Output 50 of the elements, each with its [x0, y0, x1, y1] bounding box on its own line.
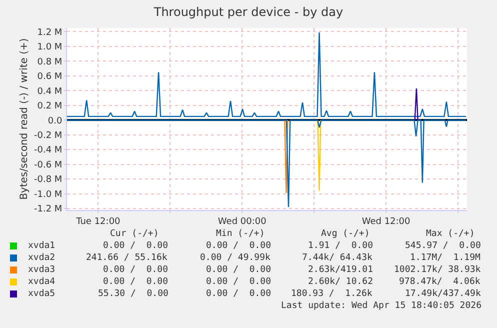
text: Max (-/+) — [426, 229, 475, 239]
text: Last update: Wed Apr 15 18:40:05 2026 — [281, 301, 482, 311]
y-tick-label: -0.6 M — [34, 160, 62, 170]
text: 1.91 / 0.00 — [308, 241, 374, 251]
text: 1002.17k/ 38.93k — [394, 265, 482, 275]
chart-title: Throughput per device - by day — [152, 5, 344, 20]
y-tick-label: 0.6 M — [37, 72, 62, 82]
y-tick-label: 1.0 M — [37, 42, 62, 53]
x-tick-label: Wed 00:00 — [218, 216, 267, 227]
text: 0.00 / 0.00 — [206, 289, 272, 299]
text: 2.63k/419.01 — [308, 265, 374, 275]
text: 0.00 / 0.00 — [206, 241, 272, 251]
y-tick-label: -0.8 M — [34, 175, 62, 186]
y-tick-label: -1.0 M — [34, 190, 62, 200]
legend-label: xvda3 — [28, 265, 56, 275]
text: 0.00 / 0.00 — [103, 277, 168, 287]
y-tick-label: 0.0 — [48, 116, 62, 126]
text: 545.97 / 0.00 — [405, 241, 481, 251]
text: 0.00 / 0.00 — [206, 277, 272, 287]
text: 1.17M/ 1.19M — [410, 253, 482, 263]
text: 0.00 / 0.00 — [206, 265, 272, 275]
text: Avg (-/+) — [321, 229, 370, 239]
y-tick-label: -0.4 M — [34, 146, 62, 156]
legend-label: xvda5 — [28, 289, 56, 299]
y-axis-title: Bytes/second read (-) / write (+) — [19, 38, 30, 200]
text: 7.44k/ 64.43k — [302, 253, 374, 263]
line-series — [67, 120, 467, 208]
y-tick-label: -0.2 M — [34, 130, 62, 141]
text: 978.47k/ 4.06k — [399, 277, 481, 287]
text: 0.00 / 49.99k — [200, 253, 272, 263]
legend-label: xvda2 — [28, 253, 56, 263]
legend-label: xvda1 — [28, 241, 56, 251]
text: 180.93 / 1.26k — [291, 289, 373, 299]
text: 241.66 / 55.16k — [86, 253, 168, 263]
y-tick-label: -1.2 M — [34, 204, 62, 215]
y-tick-label: 1.2 M — [37, 28, 62, 38]
y-tick-label: 0.2 M — [37, 102, 62, 112]
text: 17.49k/437.49k — [405, 289, 482, 299]
x-tick-label: Tue 12:00 — [75, 216, 121, 227]
text: 2.60k/ 10.62 — [308, 277, 374, 287]
text: Cur (-/+) — [110, 229, 159, 239]
x-tick-label: Wed 12:00 — [362, 216, 411, 227]
text: 0.00 / 0.00 — [103, 241, 168, 251]
text: Min (-/+) — [216, 229, 265, 239]
y-tick-label: 0.4 M — [37, 86, 62, 97]
text: 0.00 / 0.00 — [103, 265, 168, 275]
text: 55.30 / 0.00 — [98, 289, 168, 299]
line-series — [67, 32, 467, 118]
legend-label: xvda4 — [28, 277, 56, 287]
y-tick-label: 0.8 M — [37, 57, 62, 68]
